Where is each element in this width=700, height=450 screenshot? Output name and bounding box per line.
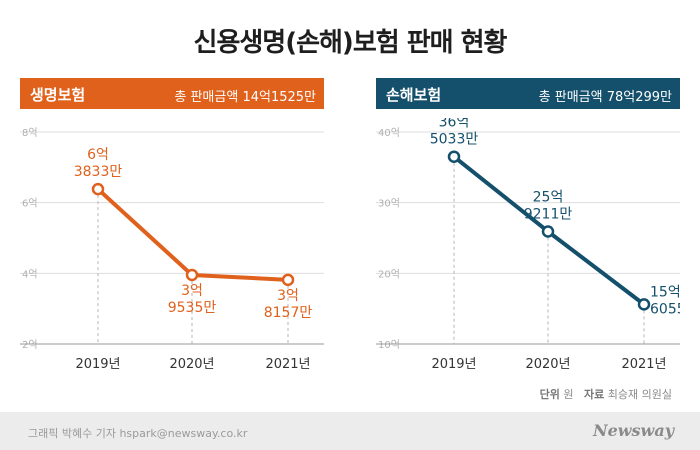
data-label: 3억 [277,288,299,304]
data-point-marker [447,150,461,163]
data-label: 8157만 [264,305,313,321]
data-point-marker [281,273,295,287]
life-insurance-panel: 생명보험 총 판매금액 14억1525만 8억 6억 4억 2억 6억 3833만 3억 95… [20,78,324,410]
data-label: 36억 [439,118,470,131]
nonlife-insurance-header: 손해보험 총 판매금액 78억299만 [376,78,680,109]
data-label: 15억 [650,284,680,300]
data-label: 3833만 [74,164,123,180]
data-label: 6억 [87,147,109,163]
y-tick-label: 10억 [378,339,400,351]
unit-value: 원 [563,388,574,401]
x-tick-label: 2019년 [431,357,476,372]
source-value: 최승재 의원실 [607,388,672,401]
data-label: 5033만 [430,132,479,148]
x-tick-label: 2020년 [169,357,214,372]
data-label: 25억 [533,189,564,205]
nonlife-insurance-total: 총 판매금액 78억299만 [538,90,672,105]
y-tick-label: 30억 [378,198,400,210]
data-point-marker [91,182,105,196]
source-notes: 단위 원 자료 최승재 의원실 [540,386,672,402]
life-insurance-total: 총 판매금액 14억1525만 [174,90,316,105]
y-tick-label: 6억 [22,198,38,210]
nonlife-insurance-title: 손해보험 [386,86,442,104]
x-tick-label: 2021년 [621,357,666,372]
source-label: 자료 [584,388,605,401]
unit-label: 단위 [539,388,560,401]
x-tick-label: 2020년 [525,357,570,372]
x-tick-label: 2019년 [75,357,120,372]
graphic-credit: 그래픽 박혜수 기자 hspark@newsway.co.kr [28,427,248,440]
y-tick-label: 8억 [22,127,38,139]
page-title: 신용생명(손해)보험 판매 현황 [193,28,508,58]
data-point-marker [541,225,555,238]
y-tick-label: 4억 [22,268,38,280]
data-label: 9211만 [524,206,573,222]
y-tick-label: 2억 [22,339,38,351]
life-insurance-title: 생명보험 [30,86,86,104]
x-tick-label: 2021년 [265,357,310,372]
y-tick-label: 20억 [378,268,400,280]
brand-logo: Newsway [592,421,674,440]
life-insurance-header: 생명보험 총 판매금액 14억1525만 [20,78,324,109]
data-point-marker [637,298,651,311]
data-label: 3억 [181,283,203,299]
data-label: 9535만 [168,300,217,316]
y-tick-label: 40억 [378,127,400,139]
footer: 그래픽 박혜수 기자 hspark@newsway.co.kr Newsway [0,412,700,450]
data-label: 6055만 [650,301,680,317]
nonlife-insurance-panel: 손해보험 총 판매금액 78억299만 40억 30억 20억 10억 36억 5033만… [376,78,680,410]
data-point-marker [185,268,199,282]
